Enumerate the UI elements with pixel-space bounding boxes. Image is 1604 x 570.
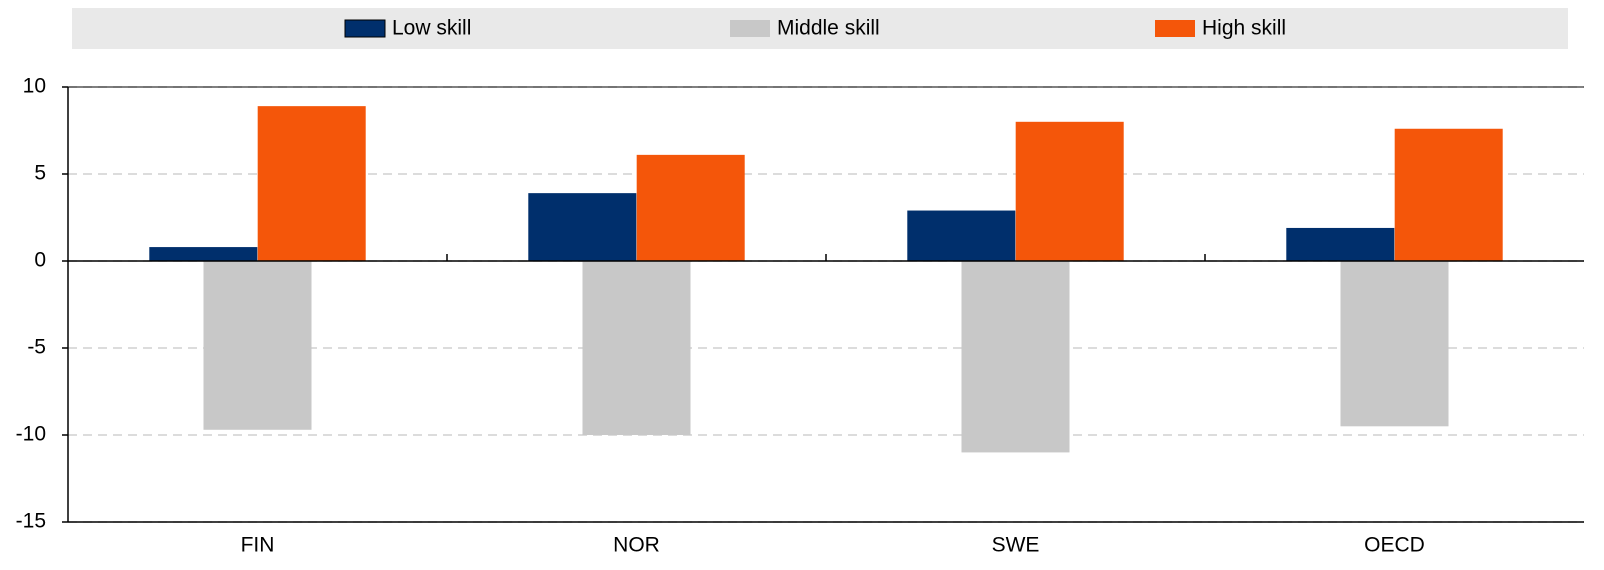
bar: [528, 193, 637, 261]
bar: [203, 261, 312, 430]
bar: [961, 261, 1070, 453]
x-tick-label: OECD: [1364, 534, 1425, 557]
legend-swatch: [730, 20, 770, 37]
legend-label: Middle skill: [777, 17, 880, 40]
x-tick-label: SWE: [992, 534, 1040, 557]
bar: [149, 247, 258, 261]
y-tick-label: 5: [34, 162, 46, 185]
bar: [582, 261, 691, 435]
y-tick-label: -10: [16, 423, 46, 446]
bar: [1286, 227, 1395, 261]
legend-label: High skill: [1202, 17, 1286, 40]
bar: [907, 210, 1016, 261]
legend-swatch: [344, 19, 386, 38]
legend-label: Low skill: [392, 17, 471, 40]
bar: [1340, 261, 1449, 427]
y-tick-label: 10: [23, 75, 46, 98]
bar: [1394, 128, 1503, 261]
bar: [1015, 121, 1124, 261]
legend-swatch: [1155, 20, 1195, 37]
legend-band: [72, 8, 1568, 49]
bar: [257, 106, 366, 261]
y-tick-label: -5: [27, 336, 46, 359]
bar: [636, 154, 745, 261]
y-tick-label: -15: [16, 510, 46, 533]
x-tick-label: NOR: [613, 534, 660, 557]
x-tick-label: FIN: [241, 534, 275, 557]
y-tick-label: 0: [34, 249, 46, 272]
